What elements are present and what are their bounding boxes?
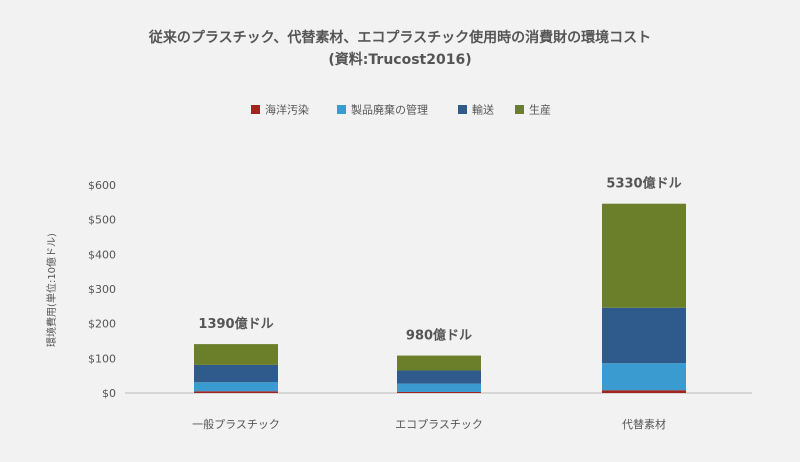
bar-segment-0-1 (194, 382, 278, 392)
category-label-0: 一般プラスチック (192, 418, 280, 431)
legend-swatch-1 (337, 105, 346, 114)
bar-segment-1-3 (397, 355, 481, 371)
y-axis-ticks: $0 $100 $200 $300 $400 $500 $600 (88, 179, 116, 400)
bar-segment-0-0 (194, 391, 278, 393)
total-label-2: 5330億ドル (606, 176, 681, 192)
chart-subtitle: (資料:Trucost2016) (328, 51, 471, 68)
category-label-2: 代替素材 (622, 417, 666, 431)
legend-label-1: 製品廃棄の管理 (351, 103, 428, 117)
total-labels: 1390億ドル 980億ドル 5330億ドル (198, 176, 681, 344)
y-tick-label: $200 (88, 318, 116, 331)
bar-segment-2-1 (602, 363, 686, 391)
bar-segment-0-3 (194, 344, 278, 365)
y-axis-label: 環境費用(単位:10億ドル) (45, 233, 58, 347)
bars (194, 203, 686, 393)
y-tick-label: $600 (88, 179, 116, 192)
bar-segment-1-1 (397, 383, 481, 392)
y-tick-label: $300 (88, 283, 116, 296)
y-tick-label: $0 (102, 387, 116, 400)
legend: 海洋汚染 製品廃棄の管理 輸送 生産 (251, 103, 551, 117)
y-tick-label: $100 (88, 352, 116, 365)
legend-label-3: 生産 (529, 103, 551, 117)
y-tick-label: $400 (88, 248, 116, 261)
chart-title: 従来のプラスチック、代替素材、エコプラスチック使用時の消費財の環境コスト (148, 29, 651, 46)
legend-label-0: 海洋汚染 (265, 103, 309, 117)
legend-swatch-0 (251, 105, 260, 114)
total-label-0: 1390億ドル (198, 316, 273, 332)
legend-swatch-2 (458, 105, 467, 114)
bar-segment-2-2 (602, 307, 686, 364)
bar-segment-1-2 (397, 370, 481, 384)
bar-segment-0-2 (194, 364, 278, 383)
bar-segment-1-0 (397, 391, 481, 393)
bar-segment-2-3 (602, 203, 686, 308)
legend-label-2: 輸送 (472, 103, 494, 117)
category-labels: 一般プラスチック エコプラスチック 代替素材 (192, 417, 666, 431)
bar-segment-2-0 (602, 390, 686, 393)
total-label-1: 980億ドル (406, 328, 472, 344)
legend-swatch-3 (515, 105, 524, 114)
category-label-1: エコプラスチック (395, 418, 483, 431)
y-tick-label: $500 (88, 214, 116, 227)
